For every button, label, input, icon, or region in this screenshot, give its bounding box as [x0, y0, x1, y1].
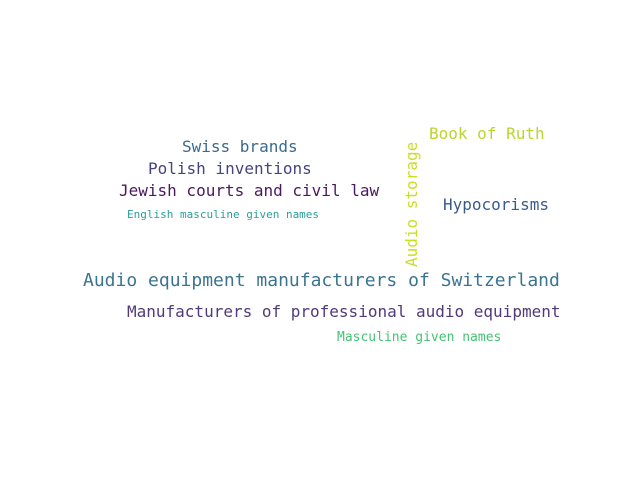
word-audio-storage: Audio storage [402, 141, 421, 267]
word-jewish-courts-and-civil-law: Jewish courts and civil law [119, 181, 380, 200]
word-english-masculine-given-names: English masculine given names [127, 208, 320, 221]
word-masculine-given-names: Masculine given names [337, 330, 502, 345]
word-manufacturers-of-professional-audio-equipment: Manufacturers of professional audio equi… [127, 302, 561, 321]
word-swiss-brands: Swiss brands [182, 137, 298, 156]
word-hypocorisms: Hypocorisms [443, 195, 549, 214]
word-book-of-ruth: Book of Ruth [429, 124, 545, 143]
word-audio-equipment-manufacturers-of-switzerland: Audio equipment manufacturers of Switzer… [83, 270, 560, 291]
word-polish-inventions: Polish inventions [148, 159, 312, 178]
